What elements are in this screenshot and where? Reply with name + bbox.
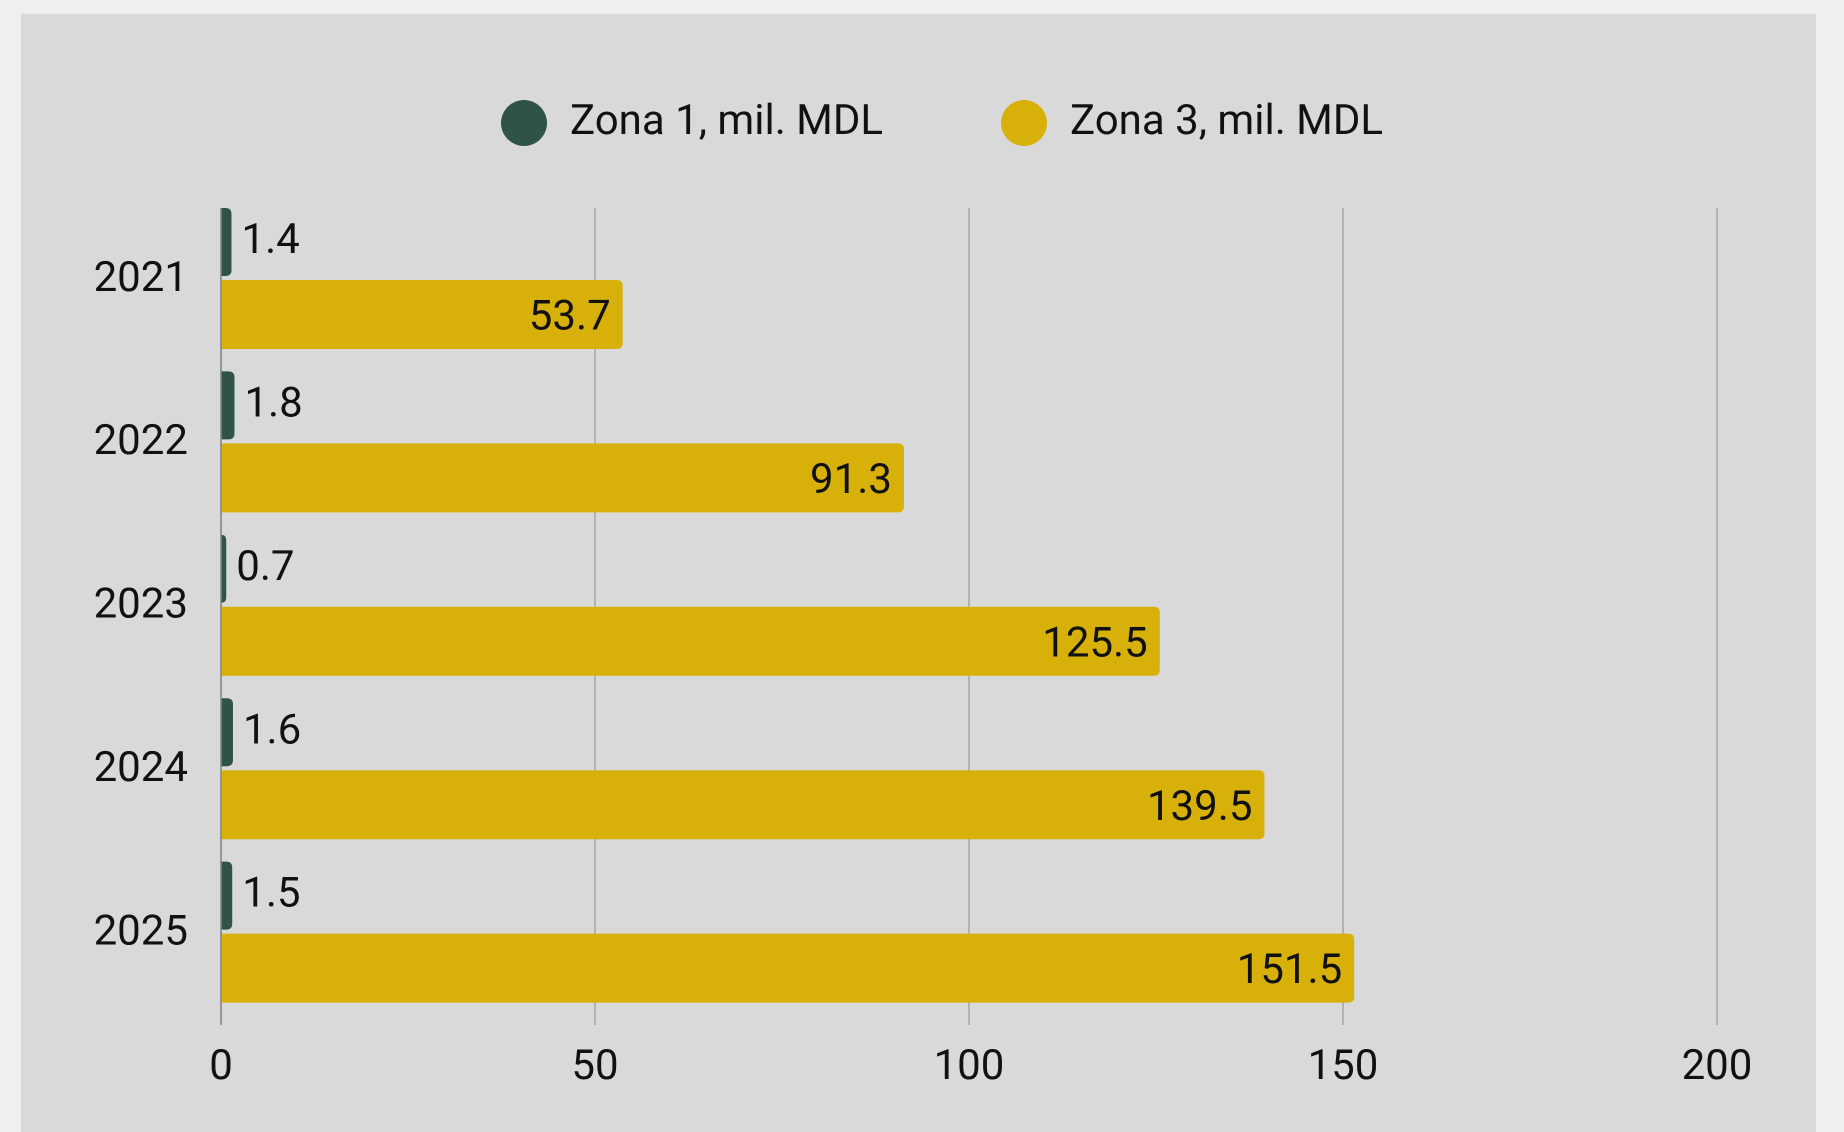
y-tick-label: 2022 [94,416,188,465]
bar [221,280,623,349]
legend-marker [1001,100,1047,146]
bar [221,933,1355,1003]
bar [221,443,904,513]
data-label: 1.4 [241,215,299,264]
y-tick-label: 2023 [94,580,188,629]
bar [221,606,1160,676]
data-label: 125.5 [1042,618,1148,667]
y-tick-label: 2024 [94,743,188,792]
bar [221,861,233,930]
bar [221,371,235,440]
data-label: 91.3 [810,455,892,504]
data-label: 53.7 [529,292,611,341]
data-label: 139.5 [1147,782,1253,831]
bar [221,534,227,603]
data-label: 1.6 [243,705,301,754]
x-tick-label: 200 [1682,1041,1753,1090]
data-label: 151.5 [1237,945,1343,994]
x-tick-label: 0 [209,1041,233,1090]
legend-label: Zona 1, mil. MDL [570,96,883,145]
x-tick-label: 50 [571,1041,618,1090]
legend-marker [501,100,547,146]
legend-label: Zona 3, mil. MDL [1070,96,1383,145]
x-tick-label: 150 [1308,1041,1379,1090]
data-label: 0.7 [236,542,294,591]
bar [221,208,232,276]
bar [221,698,233,767]
x-tick-label: 100 [934,1041,1005,1090]
y-tick-label: 2021 [94,253,188,302]
data-label: 1.5 [242,869,300,918]
y-tick-label: 2025 [94,906,188,955]
bar [221,770,1265,840]
data-label: 1.8 [244,378,302,427]
